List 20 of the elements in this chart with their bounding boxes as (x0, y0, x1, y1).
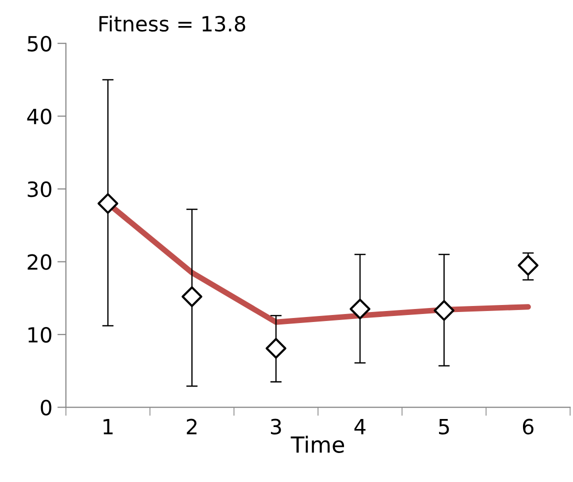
x-tick-label: 1 (104, 419, 113, 434)
y-tick-label: 40 (27, 108, 52, 124)
y-tick-label: 50 (28, 36, 52, 52)
x-tick-label: 6 (522, 418, 534, 435)
point (350, 298, 370, 320)
point (518, 255, 538, 276)
x-axis-title: Time (290, 436, 344, 453)
x-tick-label: 4 (354, 419, 366, 434)
y-tick-label: 20 (28, 254, 52, 270)
chart-title: Fitness = 13.8 (99, 16, 246, 32)
x-tick-label: 5 (439, 419, 449, 435)
x-tick-label: 2 (186, 418, 196, 434)
y-tick-label: 10 (28, 326, 52, 343)
point (182, 286, 202, 308)
point (266, 338, 286, 359)
y-tick-label: 30 (28, 181, 52, 198)
point (98, 193, 118, 214)
y-tick-label: 0 (40, 400, 52, 416)
x-tick-label: 3 (270, 418, 281, 435)
point (434, 300, 454, 321)
